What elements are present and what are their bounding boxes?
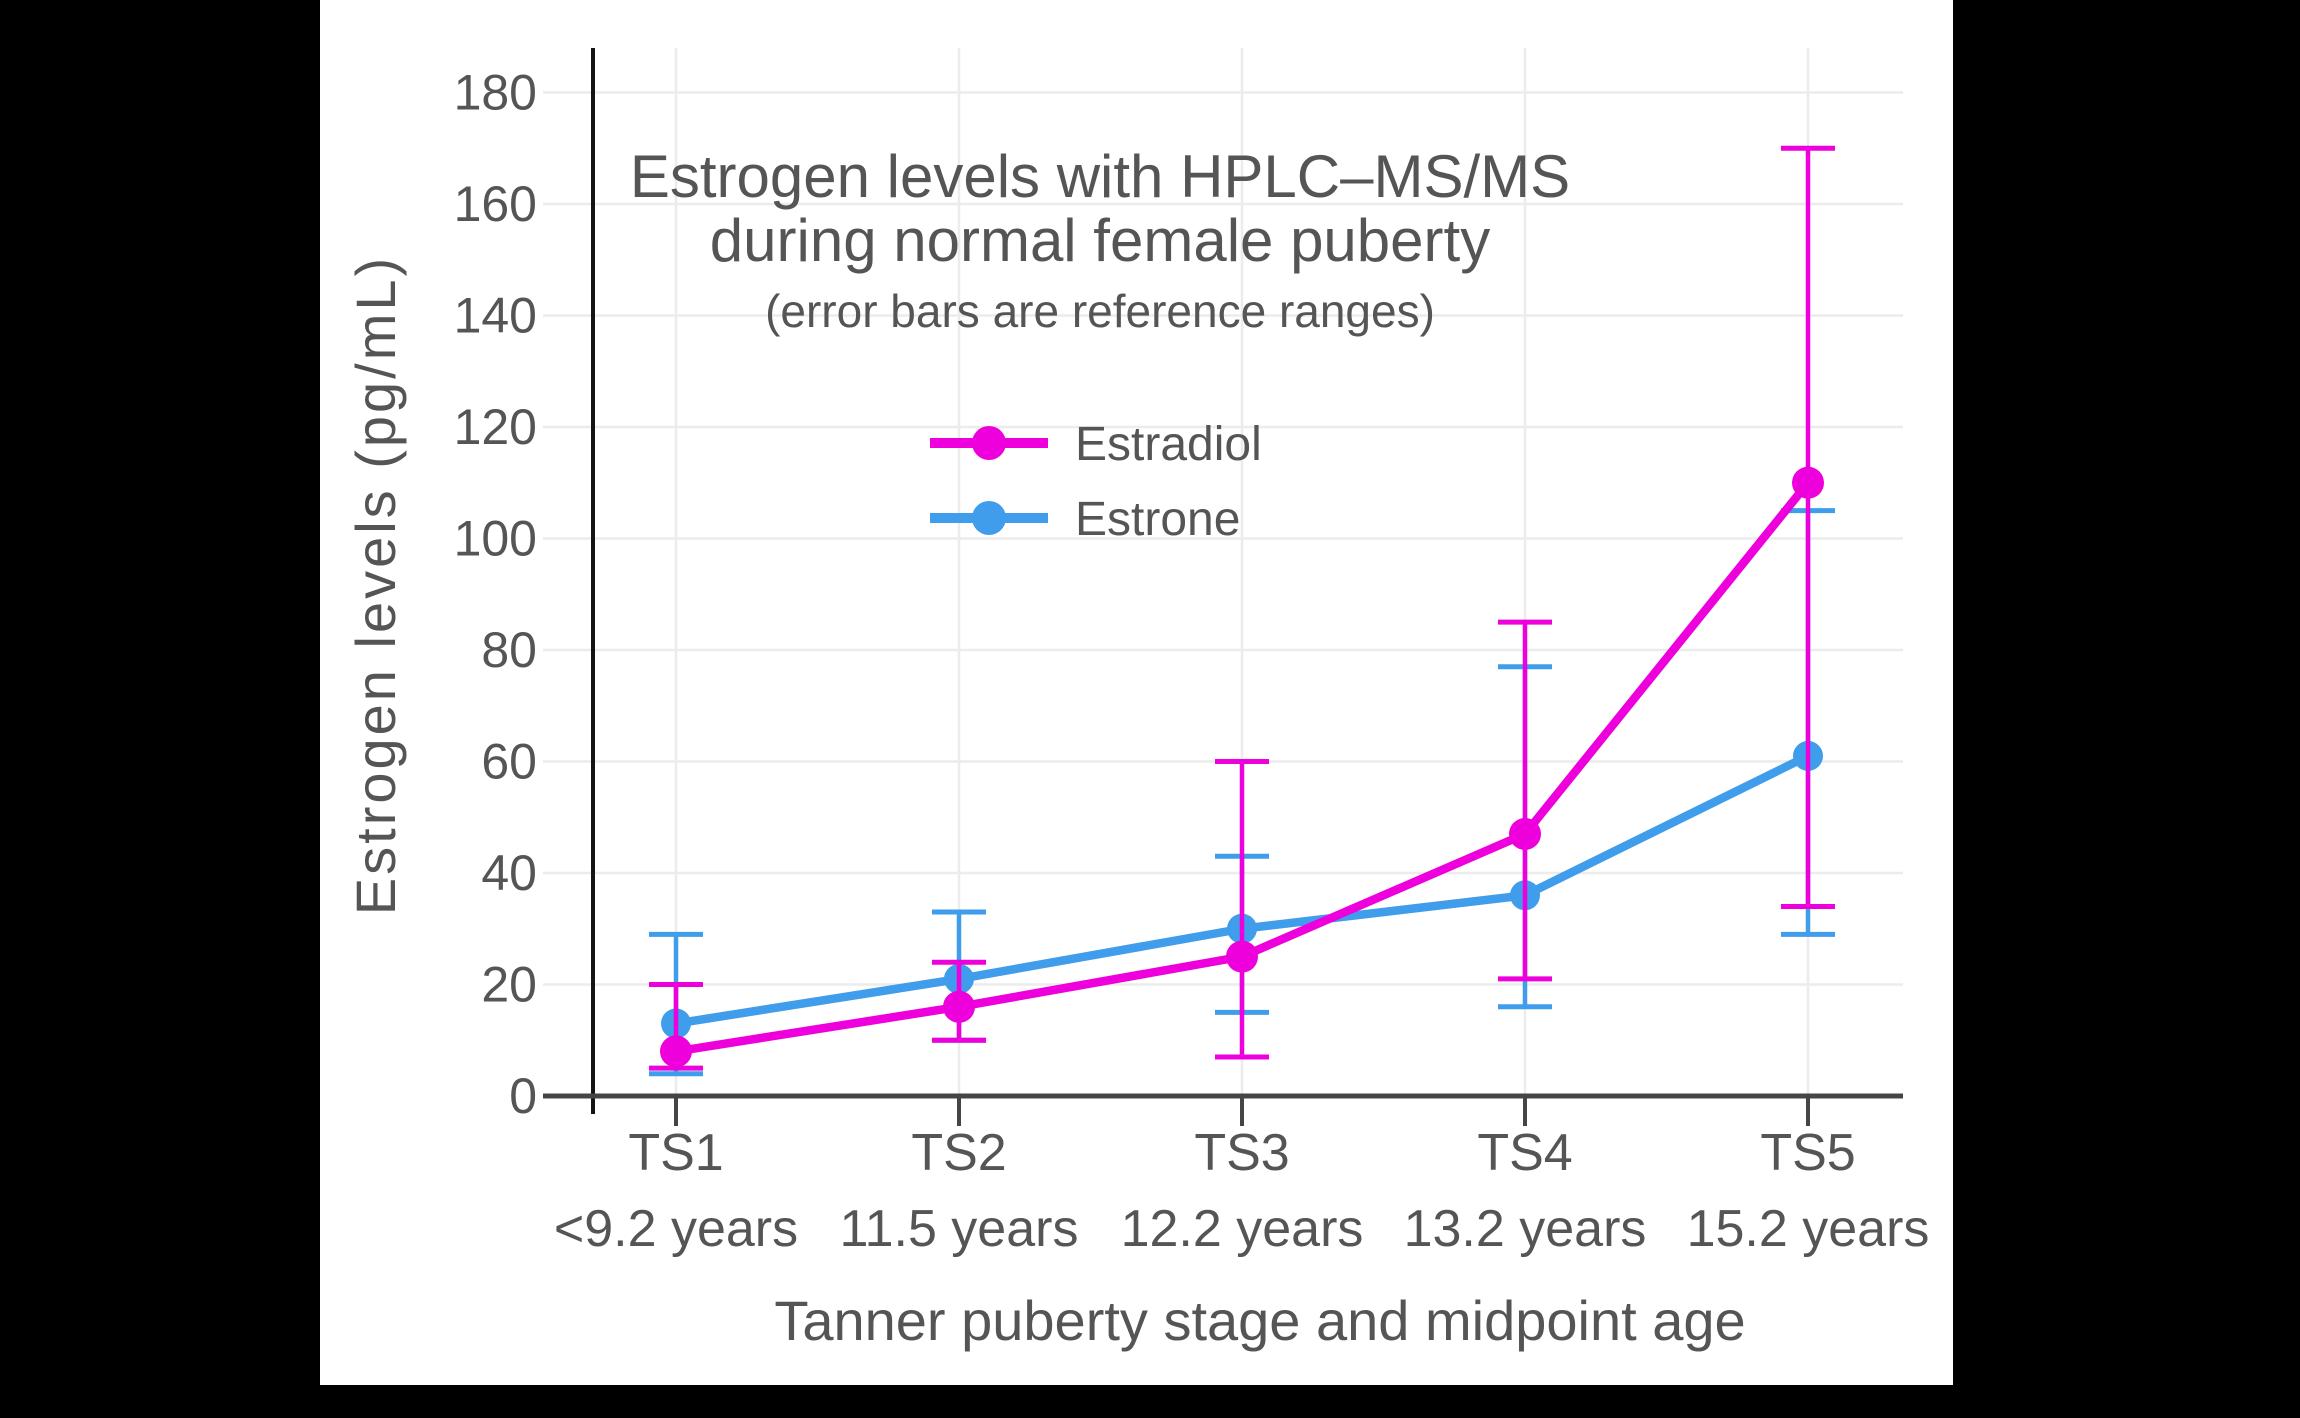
estradiol-marker-ts4	[1509, 817, 1541, 850]
x-stage-labels: TS1 TS2 TS3 TS4 TS5	[628, 1124, 1855, 1182]
y-axis-title: Estrogen levels (pg/mL)	[344, 255, 407, 915]
x-age-label: 15.2 years	[1687, 1200, 1930, 1258]
y-tick-label: 0	[509, 1068, 537, 1124]
x-stage-label: TS1	[628, 1124, 723, 1182]
y-tick-label: 80	[481, 622, 537, 678]
x-stage-label: TS5	[1760, 1124, 1855, 1182]
x-age-label: 11.5 years	[840, 1200, 1079, 1258]
estradiol-legend-marker-icon	[972, 426, 1006, 460]
x-age-label: 13.2 years	[1404, 1200, 1647, 1258]
data-series	[649, 145, 1835, 1077]
estradiol-marker-ts1	[660, 1035, 692, 1068]
legend: Estradiol Estrone	[930, 418, 1262, 546]
series-estradiol	[649, 145, 1835, 1071]
x-age-labels: <9.2 years 11.5 years 12.2 years 13.2 years…	[554, 1200, 1930, 1258]
y-tick-label: 40	[481, 845, 537, 901]
x-stage-label: TS4	[1477, 1124, 1572, 1182]
y-tick-label: 120	[454, 399, 537, 455]
estrone-legend-marker-icon	[972, 501, 1006, 535]
x-stage-label: TS2	[911, 1124, 1006, 1182]
x-age-label: 12.2 years	[1121, 1200, 1364, 1258]
chart-title-line-2: during normal female puberty	[710, 207, 1490, 274]
legend-item-estrone: Estrone	[930, 493, 1240, 546]
y-tick-label: 180	[454, 65, 537, 121]
y-tick-label: 160	[454, 176, 537, 232]
chart-subtitle: (error bars are reference ranges)	[765, 285, 1435, 337]
estradiol-marker-ts3	[1226, 940, 1258, 973]
x-axis-ticks	[674, 1098, 1810, 1126]
y-tick-label: 60	[481, 734, 537, 790]
estradiol-legend-label: Estradiol	[1075, 418, 1262, 471]
y-tick-label: 100	[454, 511, 537, 567]
estradiol-marker-ts5	[1792, 466, 1824, 499]
y-tick-label: 20	[481, 957, 537, 1013]
x-axis-title: Tanner puberty stage and midpoint age	[774, 1289, 1745, 1352]
chart-title-line-1: Estrogen levels with HPLC–MS/MS	[630, 143, 1570, 210]
y-tick-label: 140	[454, 288, 537, 344]
legend-item-estradiol: Estradiol	[930, 418, 1262, 471]
x-stage-label: TS3	[1194, 1124, 1289, 1182]
estradiol-marker-ts2	[943, 990, 975, 1023]
y-tick-labels: 0 20 40 60 80 100 120 140 160 180	[454, 65, 537, 1125]
x-age-label: <9.2 years	[554, 1200, 798, 1258]
estrone-legend-label: Estrone	[1075, 493, 1240, 546]
